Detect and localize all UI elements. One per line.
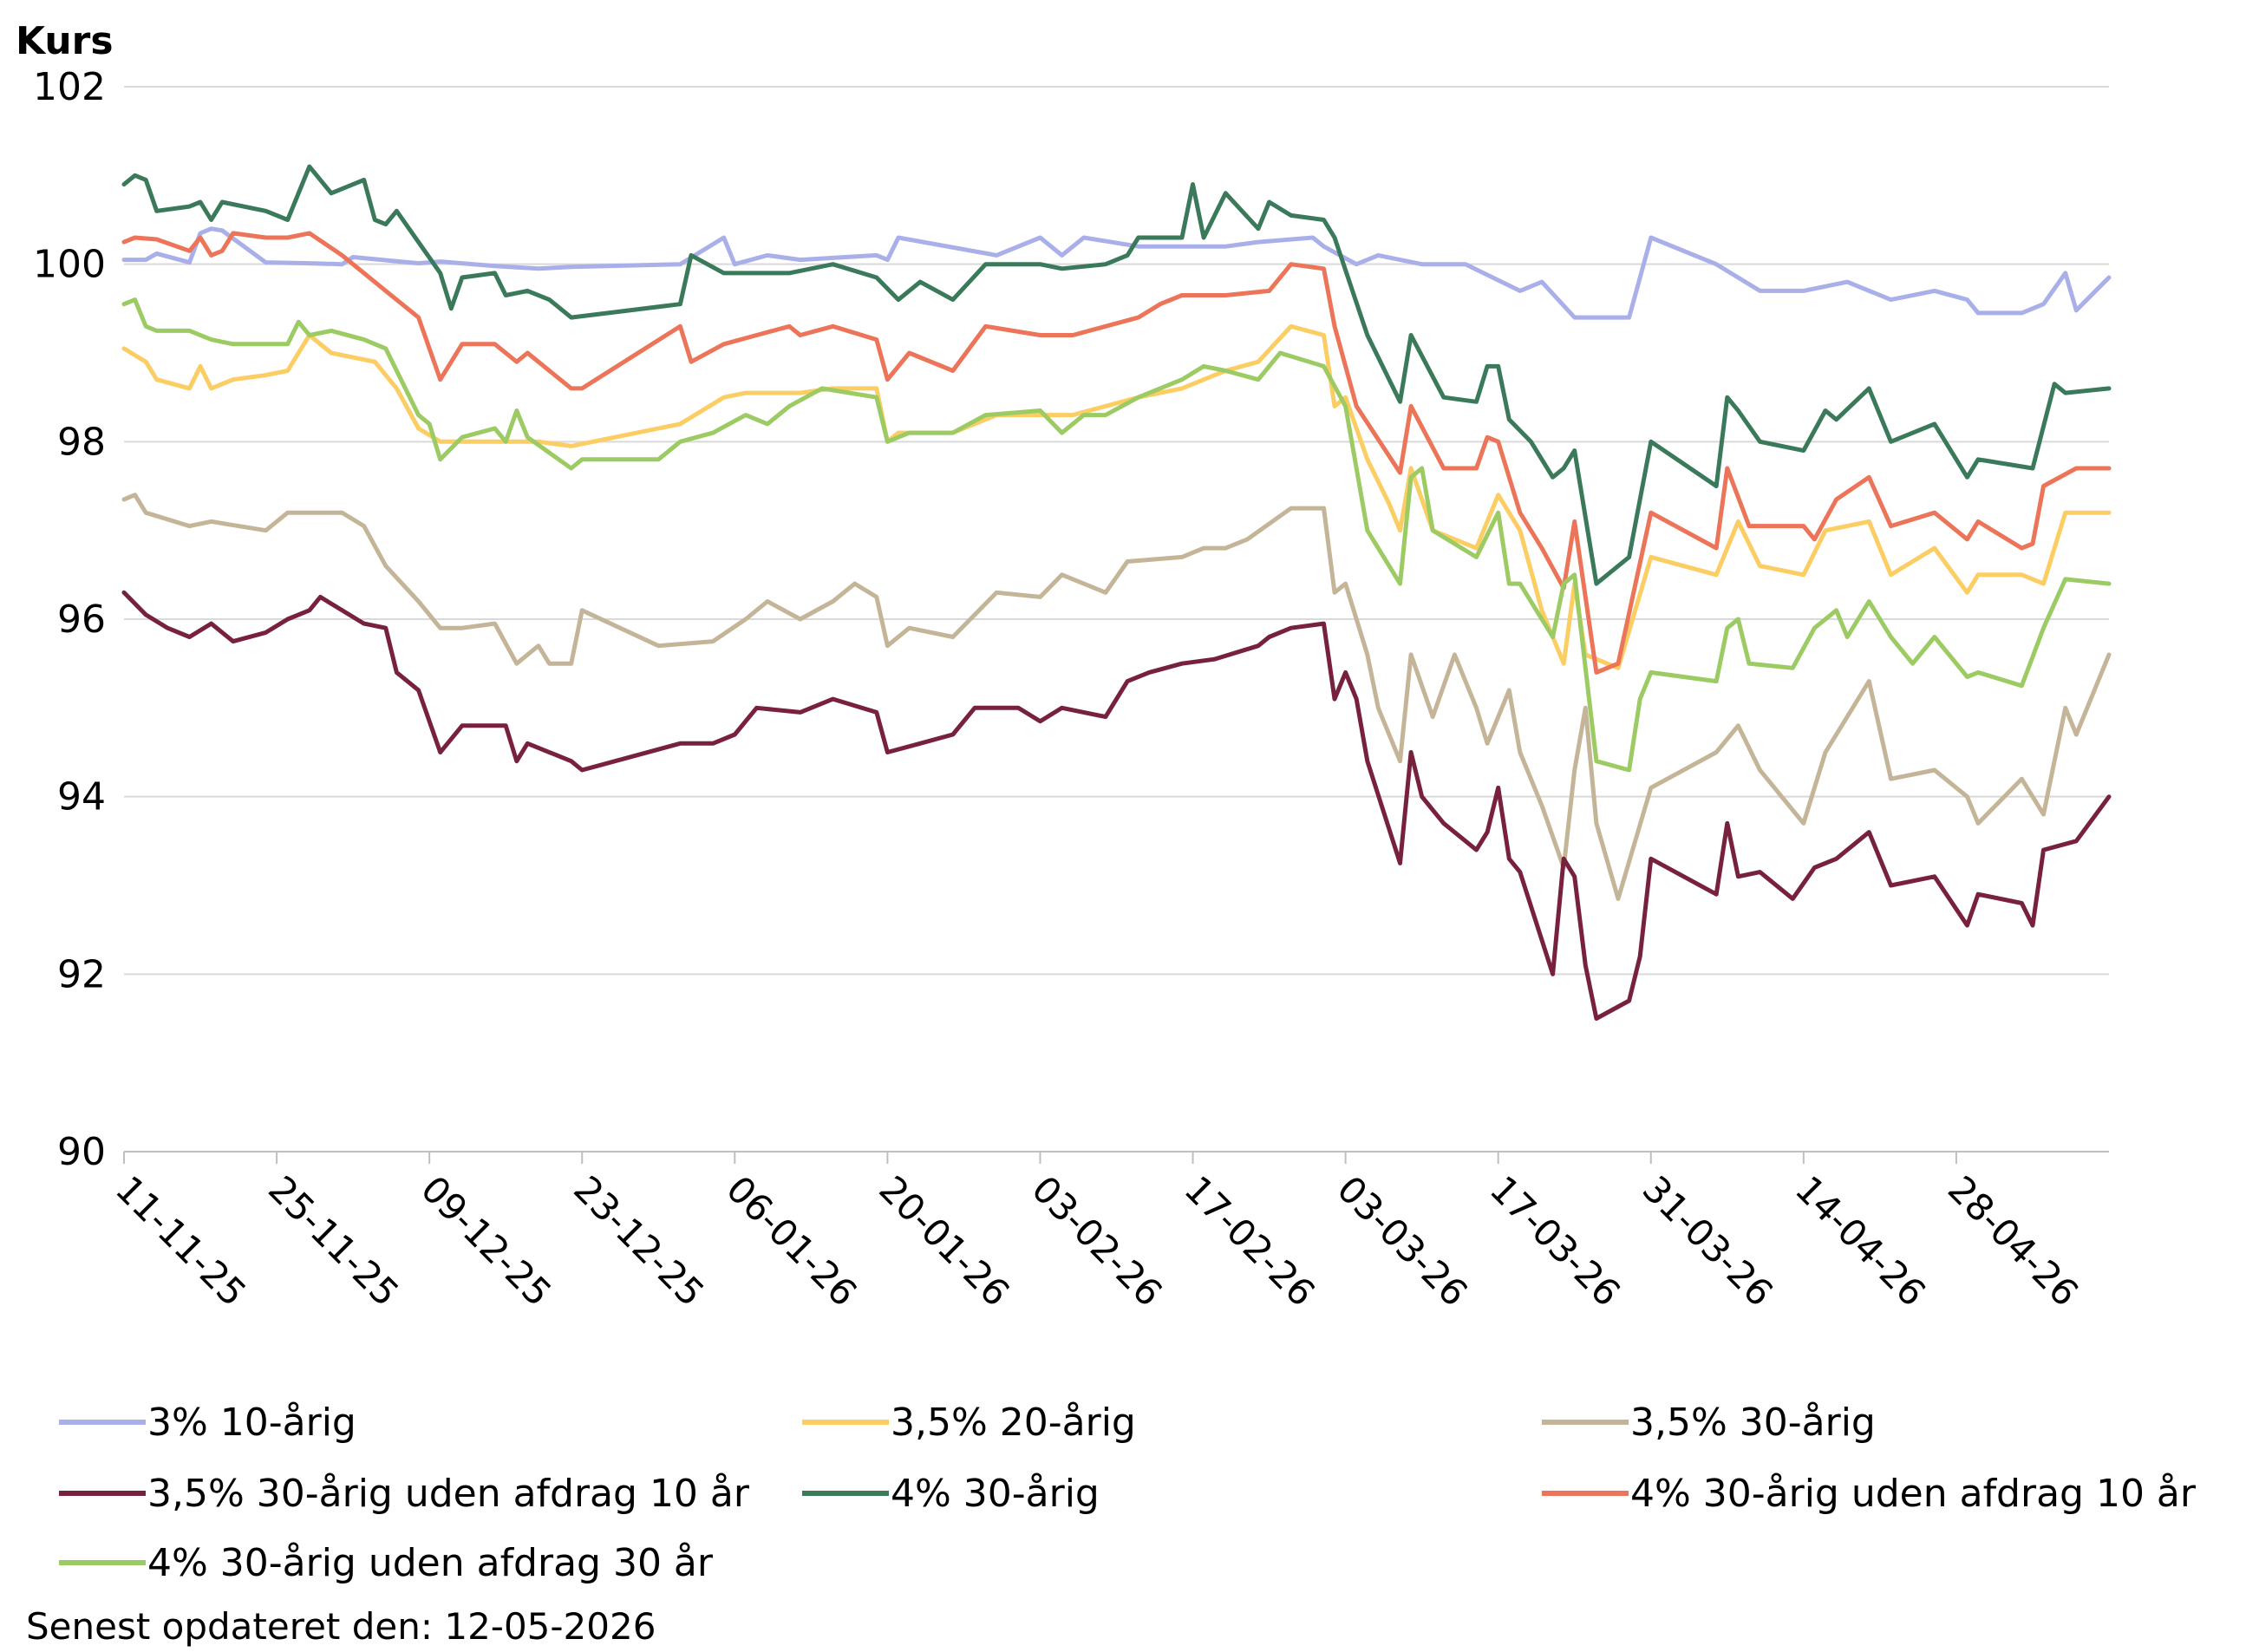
- series-line-1: [121, 226, 2112, 320]
- x-axis: 11-11-25 25-11-25 09-12-25 23-12-25 06-01-26…: [108, 1151, 2109, 1315]
- x-tick-label: 23-12-25: [565, 1167, 712, 1314]
- x-tick-label: 25-11-25: [260, 1167, 407, 1314]
- y-tick-label: 90: [57, 1130, 106, 1174]
- x-tick-label: 06-01-26: [718, 1167, 865, 1314]
- y-tick-label: 100: [33, 243, 106, 287]
- series-line-7: [121, 297, 2112, 773]
- last-updated-text: Senest opdateret den: 12-05-2026: [26, 1605, 656, 1648]
- legend-label: 4% 30-årig: [891, 1472, 1100, 1516]
- y-tick-label: 98: [57, 420, 106, 464]
- x-tick-label: 20-01-26: [871, 1167, 1017, 1314]
- legend-label: 3,5% 30-årig uden afdrag 10 år: [147, 1472, 750, 1516]
- legend-label: 3,5% 30-årig: [1630, 1401, 1876, 1445]
- legend-label: 4% 30-årig uden afdrag 30 år: [147, 1541, 714, 1585]
- series-line-5: [121, 164, 2112, 586]
- x-tick-label: 03-03-26: [1329, 1167, 1476, 1314]
- y-tick-label: 102: [33, 65, 106, 109]
- legend-label: 4% 30-årig uden afdrag 10 år: [1630, 1472, 2197, 1516]
- legend-label: 3,5% 20-årig: [891, 1401, 1136, 1445]
- series-lines: [121, 164, 2112, 1021]
- x-tick-label: 31-03-26: [1635, 1167, 1781, 1314]
- series-line-2: [121, 323, 2112, 670]
- y-tick-labels: 90 92 94 96 98 100 102: [33, 65, 106, 1174]
- series-line-6: [121, 231, 2112, 675]
- series-line-4: [121, 590, 2112, 1021]
- x-tick-label: 09-12-25: [413, 1167, 559, 1314]
- x-tick-label: 03-02-26: [1023, 1167, 1170, 1314]
- series-line-3: [121, 493, 2112, 901]
- y-tick-label: 94: [57, 775, 106, 819]
- x-tick-label: 17-02-26: [1176, 1167, 1322, 1314]
- x-tick-label: 14-04-26: [1787, 1167, 1934, 1314]
- x-tick-label: 17-03-26: [1482, 1167, 1629, 1314]
- y-tick-label: 96: [57, 597, 106, 642]
- x-tick-label: 11-11-25: [108, 1167, 254, 1314]
- y-tick-label: 92: [57, 952, 106, 996]
- legend-label: 3% 10-årig: [147, 1401, 356, 1445]
- gridlines: [124, 86, 2109, 976]
- legend: 3% 10-årig 3,5% 20-årig 3,5% 30-årig 3,5% 3…: [59, 1401, 2197, 1585]
- x-tick-label: 28-04-26: [1940, 1167, 2086, 1314]
- y-axis-title: Kurs: [16, 19, 114, 63]
